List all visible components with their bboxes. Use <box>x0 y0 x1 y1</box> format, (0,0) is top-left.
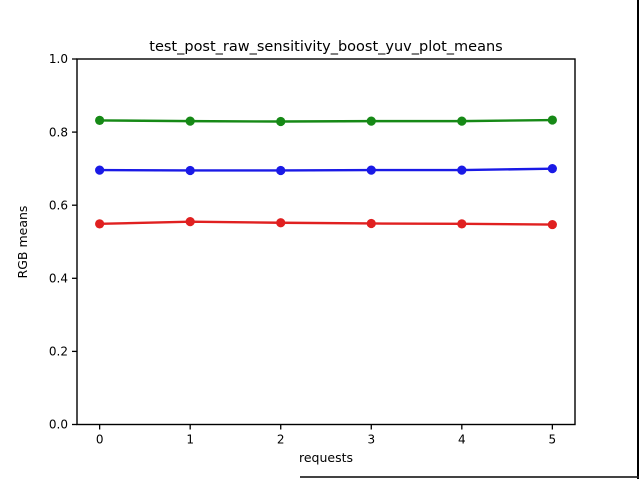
y-tick-label: 0.2 <box>49 345 68 359</box>
data-point-red <box>276 218 286 228</box>
series-line-green <box>98 118 554 123</box>
plot-border <box>76 58 576 426</box>
x-axis-ticks: 0 1 2 3 4 5 <box>96 424 557 447</box>
chart-title: test_post_raw_sensitivity_boost_yuv_plot… <box>149 39 502 55</box>
data-point-red <box>95 219 105 229</box>
data-point-blue <box>457 165 467 175</box>
y-axis-ticks: 0.0 0.2 0.4 0.6 0.8 1.0 <box>49 52 77 432</box>
y-tick-label: 0.8 <box>49 125 68 139</box>
y-axis-label: RGB means <box>15 206 30 279</box>
x-axis-label: requests <box>299 450 353 465</box>
data-point-green <box>366 116 376 126</box>
x-tick-label: 5 <box>549 433 557 447</box>
data-point-green <box>95 115 105 126</box>
data-point-blue <box>547 164 557 174</box>
x-tick-label: 0 <box>96 433 104 447</box>
data-point-green <box>457 116 467 126</box>
x-tick-label: 4 <box>458 433 466 447</box>
data-point-red <box>185 217 195 227</box>
series-line-blue <box>98 167 554 172</box>
data-point-green <box>276 116 286 127</box>
data-point-blue <box>185 165 195 176</box>
y-tick-label: 0.4 <box>49 272 68 286</box>
y-tick-label: 0.0 <box>49 418 68 432</box>
y-tick-label: 1.0 <box>49 52 68 66</box>
data-point-green <box>185 116 195 126</box>
series-group <box>95 115 557 230</box>
data-point-red <box>366 218 376 229</box>
series-line-red <box>98 220 554 226</box>
data-point-green <box>547 115 557 125</box>
window-right-edge <box>637 0 639 479</box>
data-point-blue <box>95 165 105 175</box>
x-tick-label: 3 <box>367 433 375 447</box>
data-point-blue <box>366 165 376 175</box>
data-point-blue <box>276 165 286 176</box>
data-point-red <box>547 219 557 230</box>
data-point-red <box>457 219 467 229</box>
x-tick-label: 1 <box>186 433 194 447</box>
window-bottom-edge <box>300 476 639 478</box>
y-tick-label: 0.6 <box>49 198 68 212</box>
x-tick-label: 2 <box>277 433 285 447</box>
